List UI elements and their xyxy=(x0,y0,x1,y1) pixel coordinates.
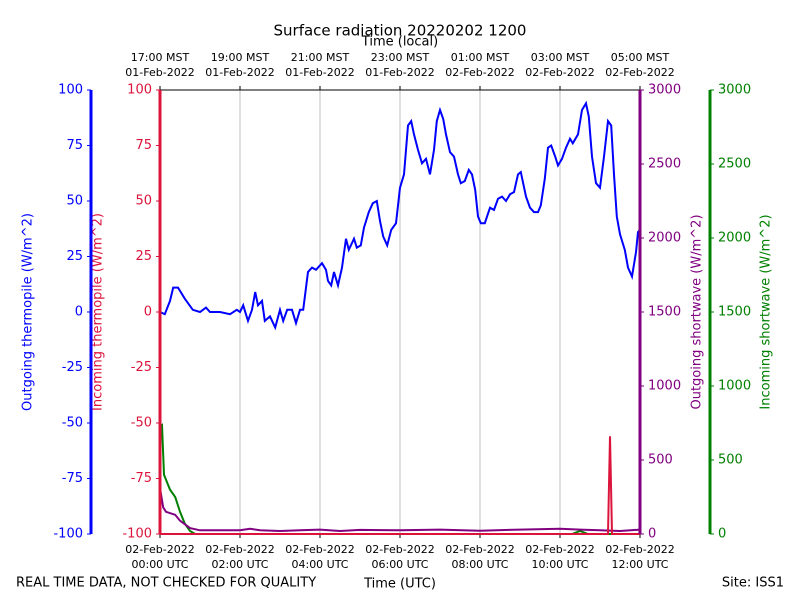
y-tick-label: 100 xyxy=(58,83,83,98)
y-tick-label: 1500 xyxy=(648,305,681,320)
x-tick-label: 08:00 UTC xyxy=(451,558,508,571)
top-x-tick-label: 03:00 MST xyxy=(531,51,590,64)
x-tick-label: 02:00 UTC xyxy=(211,558,268,571)
top-x-tick-label: 01-Feb-2022 xyxy=(125,66,194,79)
top-x-tick-label: 02-Feb-2022 xyxy=(605,66,674,79)
y-tick-label: 1000 xyxy=(648,379,681,394)
top-x-tick-label: 02-Feb-2022 xyxy=(525,66,594,79)
y-tick-label: 0 xyxy=(718,527,726,542)
y-tick-label: -75 xyxy=(131,471,152,486)
y-tick-label: 75 xyxy=(135,138,152,153)
x-tick-label: 10:00 UTC xyxy=(531,558,588,571)
y-tick-label: 2000 xyxy=(648,231,681,246)
chart-title: Surface radiation 20220202 1200 xyxy=(274,22,527,40)
footer-note: REAL TIME DATA, NOT CHECKED FOR QUALITY xyxy=(16,576,316,591)
top-x-axis-title: Time (local) xyxy=(361,35,438,50)
y-tick-label: 0 xyxy=(144,305,152,320)
y-tick-label: 50 xyxy=(66,194,83,209)
top-x-tick-label: 01-Feb-2022 xyxy=(285,66,354,79)
data-line xyxy=(159,100,641,331)
y-tick-label: 500 xyxy=(648,453,673,468)
x-tick-label: 12:00 UTC xyxy=(611,558,668,571)
y-tick-label: 50 xyxy=(135,194,152,209)
y-tick-label: 500 xyxy=(718,453,743,468)
x-tick-label: 06:00 UTC xyxy=(371,558,428,571)
y-tick-label: 0 xyxy=(75,305,83,320)
y-axis-title: Incoming thermopile (W/m^2) xyxy=(91,213,106,411)
y-tick-label: -50 xyxy=(131,416,152,431)
top-x-tick-label: 02-Feb-2022 xyxy=(445,66,514,79)
y-axis-title: Outgoing thermopile (W/m^2) xyxy=(21,213,36,411)
y-tick-label: 25 xyxy=(135,249,152,264)
y-tick-label: 0 xyxy=(648,527,656,542)
x-tick-label: 02-Feb-2022 xyxy=(125,543,194,556)
y-tick-label: 2500 xyxy=(718,157,751,172)
y-tick-label: 3000 xyxy=(648,83,681,98)
site-label: Site: ISS1 xyxy=(722,576,784,591)
x-tick-label: 02-Feb-2022 xyxy=(205,543,274,556)
x-tick-label: 04:00 UTC xyxy=(291,558,348,571)
y-tick-label: 3000 xyxy=(718,83,751,98)
x-tick-label: 02-Feb-2022 xyxy=(525,543,594,556)
x-tick-label: 02-Feb-2022 xyxy=(445,543,514,556)
x-tick-label: 02-Feb-2022 xyxy=(285,543,354,556)
top-x-tick-label: 21:00 MST xyxy=(291,51,350,64)
y-axis-title: Incoming shortwave (W/m^2) xyxy=(759,214,774,409)
x-axis-title: Time (UTC) xyxy=(363,577,436,592)
data-line xyxy=(160,436,640,535)
y-tick-label: 2500 xyxy=(648,157,681,172)
y-tick-label: 75 xyxy=(66,138,83,153)
y-axis-title: Outgoing shortwave (W/m^2) xyxy=(690,214,705,409)
data-line xyxy=(159,487,641,533)
top-x-tick-label: 01:00 MST xyxy=(451,51,510,64)
top-x-tick-label: 23:00 MST xyxy=(371,51,430,64)
y-tick-label: -100 xyxy=(122,527,152,542)
data-line xyxy=(159,423,640,535)
top-x-tick-label: 01-Feb-2022 xyxy=(365,66,434,79)
x-tick-label: 00:00 UTC xyxy=(131,558,188,571)
y-tick-label: -25 xyxy=(62,360,83,375)
x-tick-label: 02-Feb-2022 xyxy=(605,543,674,556)
y-tick-label: 1000 xyxy=(718,379,751,394)
top-x-tick-label: 01-Feb-2022 xyxy=(205,66,274,79)
y-tick-label: -100 xyxy=(53,527,83,542)
y-tick-label: -75 xyxy=(62,471,83,486)
top-x-tick-label: 05:00 MST xyxy=(611,51,670,64)
x-tick-label: 02-Feb-2022 xyxy=(365,543,434,556)
top-x-tick-label: 17:00 MST xyxy=(131,51,190,64)
y-tick-label: 2000 xyxy=(718,231,751,246)
y-tick-label: -50 xyxy=(62,416,83,431)
y-tick-label: 1500 xyxy=(718,305,751,320)
top-x-tick-label: 19:00 MST xyxy=(211,51,270,64)
y-tick-label: 25 xyxy=(66,249,83,264)
y-tick-label: 100 xyxy=(127,83,152,98)
y-tick-label: -25 xyxy=(131,360,152,375)
